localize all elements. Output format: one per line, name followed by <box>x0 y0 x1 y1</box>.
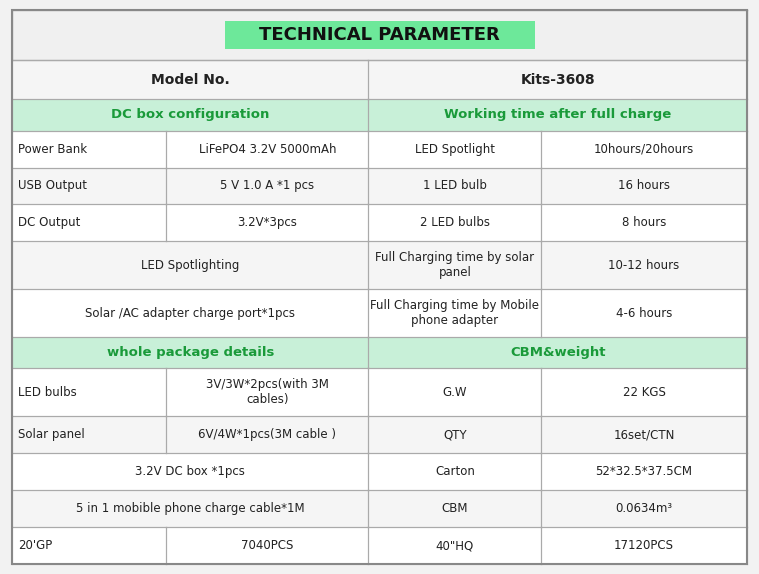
Text: 17120PCS: 17120PCS <box>614 539 674 552</box>
Bar <box>541 168 747 204</box>
Text: 5 V 1.0 A *1 pcs: 5 V 1.0 A *1 pcs <box>220 180 314 192</box>
Bar <box>541 490 747 527</box>
Text: 10-12 hours: 10-12 hours <box>609 259 680 272</box>
Bar <box>368 242 541 289</box>
Bar <box>12 490 368 527</box>
Text: QTY: QTY <box>443 428 467 441</box>
Text: USB Output: USB Output <box>18 180 87 192</box>
Bar <box>225 21 534 49</box>
Text: 22 KGS: 22 KGS <box>622 386 666 399</box>
Bar <box>368 369 541 416</box>
Bar <box>368 168 541 204</box>
Text: 4-6 hours: 4-6 hours <box>616 307 672 320</box>
Text: DC Output: DC Output <box>18 216 80 230</box>
Bar <box>12 527 166 564</box>
Text: 3.2V DC box *1pcs: 3.2V DC box *1pcs <box>135 465 245 478</box>
Text: LED Spotlight: LED Spotlight <box>415 142 495 156</box>
Bar <box>12 416 166 453</box>
Bar <box>541 416 747 453</box>
Bar <box>541 130 747 168</box>
Bar <box>368 60 747 99</box>
Bar <box>166 527 368 564</box>
Bar <box>541 453 747 490</box>
Bar <box>541 204 747 242</box>
Text: Full Charging time by Mobile
phone adapter: Full Charging time by Mobile phone adapt… <box>370 299 540 327</box>
Bar <box>12 60 368 99</box>
Text: 8 hours: 8 hours <box>622 216 666 230</box>
Bar <box>12 453 368 490</box>
Text: 2 LED bulbs: 2 LED bulbs <box>420 216 490 230</box>
Text: 1 LED bulb: 1 LED bulb <box>423 180 487 192</box>
Bar <box>166 168 368 204</box>
Text: 16 hours: 16 hours <box>618 180 670 192</box>
Bar <box>166 416 368 453</box>
Bar <box>368 99 747 130</box>
Bar <box>12 204 166 242</box>
Text: 3.2V*3pcs: 3.2V*3pcs <box>238 216 298 230</box>
Bar <box>368 337 747 369</box>
Text: Full Charging time by solar
panel: Full Charging time by solar panel <box>375 251 534 280</box>
Text: Model No.: Model No. <box>151 72 230 87</box>
Bar <box>368 130 541 168</box>
Text: 40"HQ: 40"HQ <box>436 539 474 552</box>
Text: 6V/4W*1pcs(3M cable ): 6V/4W*1pcs(3M cable ) <box>198 428 336 441</box>
Bar <box>12 337 368 369</box>
Bar <box>541 242 747 289</box>
Text: 3V/3W*2pcs(with 3M
cables): 3V/3W*2pcs(with 3M cables) <box>206 378 329 406</box>
Text: 5 in 1 mobible phone charge cable*1M: 5 in 1 mobible phone charge cable*1M <box>76 502 304 515</box>
Text: Solar /AC adapter charge port*1pcs: Solar /AC adapter charge port*1pcs <box>85 307 295 320</box>
Bar <box>166 369 368 416</box>
Text: CBM&weight: CBM&weight <box>510 346 606 359</box>
Bar <box>368 527 541 564</box>
Text: DC box configuration: DC box configuration <box>111 108 269 121</box>
Bar <box>368 416 541 453</box>
Bar <box>368 490 541 527</box>
Bar <box>166 130 368 168</box>
Text: whole package details: whole package details <box>106 346 274 359</box>
Bar <box>166 204 368 242</box>
Text: Working time after full charge: Working time after full charge <box>444 108 672 121</box>
Text: 10hours/20hours: 10hours/20hours <box>594 142 694 156</box>
Bar <box>541 527 747 564</box>
Text: 16set/CTN: 16set/CTN <box>613 428 675 441</box>
Bar <box>12 168 166 204</box>
Text: 7040PCS: 7040PCS <box>241 539 294 552</box>
Text: CBM: CBM <box>442 502 468 515</box>
Text: Kits-3608: Kits-3608 <box>521 72 595 87</box>
Bar <box>12 99 368 130</box>
Bar <box>12 130 166 168</box>
Bar <box>12 242 368 289</box>
Text: LED bulbs: LED bulbs <box>18 386 77 399</box>
Bar <box>368 204 541 242</box>
Text: Carton: Carton <box>435 465 475 478</box>
Text: LiFePO4 3.2V 5000mAh: LiFePO4 3.2V 5000mAh <box>199 142 336 156</box>
Text: 0.0634m³: 0.0634m³ <box>616 502 672 515</box>
Text: Solar panel: Solar panel <box>18 428 85 441</box>
Bar <box>12 369 166 416</box>
Bar <box>541 289 747 337</box>
Text: G.W: G.W <box>442 386 467 399</box>
Text: 52*32.5*37.5CM: 52*32.5*37.5CM <box>596 465 693 478</box>
Bar <box>368 453 541 490</box>
Text: Power Bank: Power Bank <box>18 142 87 156</box>
Bar <box>368 289 541 337</box>
Bar <box>12 289 368 337</box>
Bar <box>541 369 747 416</box>
Bar <box>12 10 747 60</box>
Text: LED Spotlighting: LED Spotlighting <box>141 259 239 272</box>
Text: 20'GP: 20'GP <box>18 539 52 552</box>
Text: TECHNICAL PARAMETER: TECHNICAL PARAMETER <box>259 26 500 44</box>
